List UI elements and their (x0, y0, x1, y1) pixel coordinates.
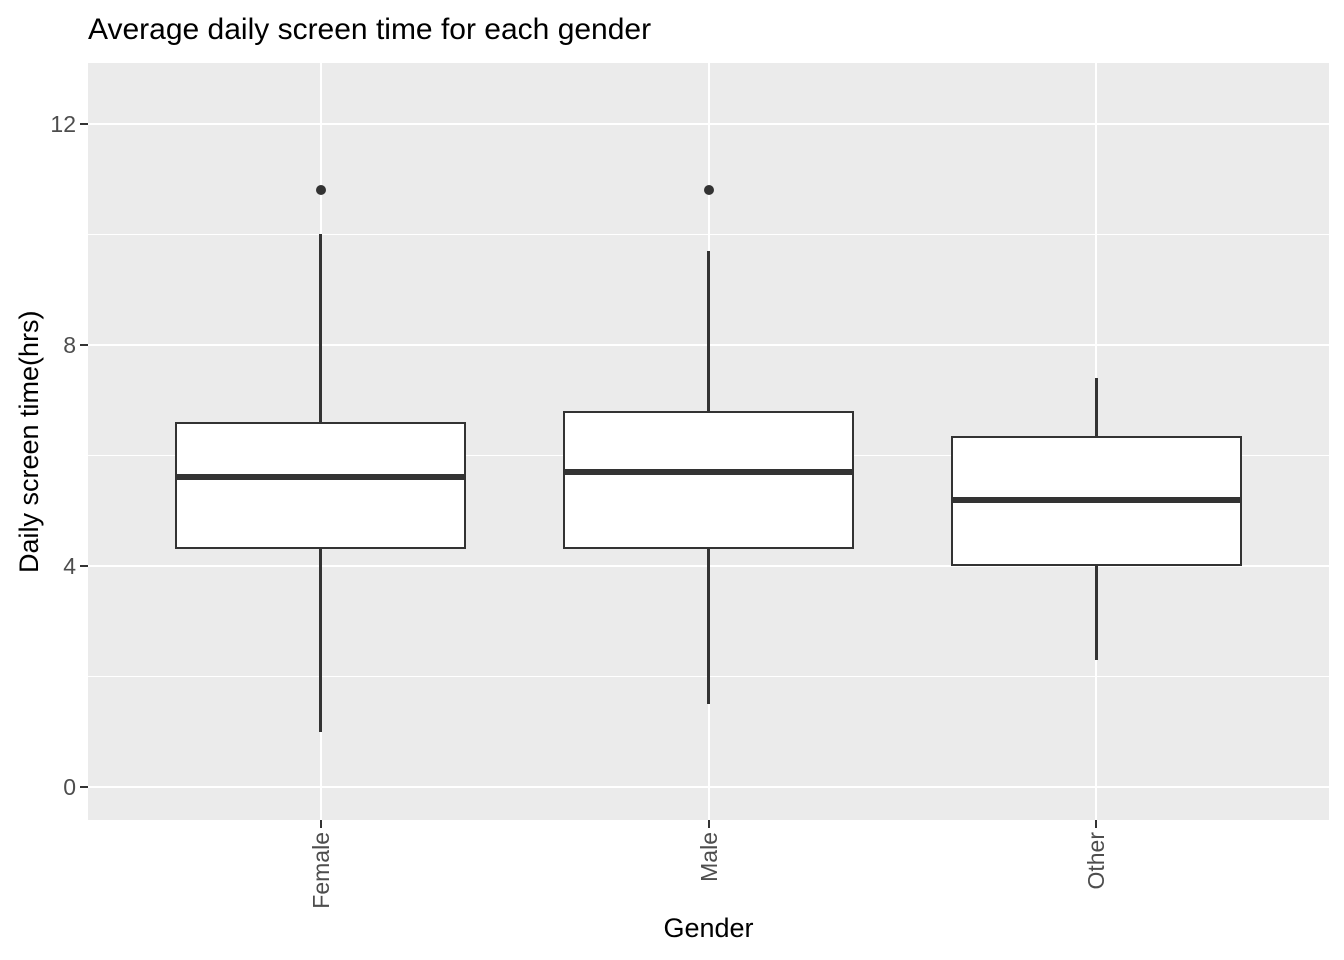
whisker-lower-female (319, 549, 323, 732)
boxplot-box-male (563, 411, 854, 550)
y-tick-4 (80, 564, 88, 567)
y-tick-label-0: 0 (63, 773, 76, 800)
whisker-upper-female (319, 234, 323, 423)
x-tick-male (707, 820, 710, 828)
y-axis-title: Daily screen time(hrs) (14, 310, 44, 573)
chart-title: Average daily screen time for each gende… (88, 13, 652, 46)
x-axis-title: Gender (663, 913, 754, 943)
whisker-upper-other (1094, 377, 1098, 436)
plot-panel (88, 63, 1329, 820)
y-tick-label-12: 12 (50, 110, 76, 137)
boxplot-box-female (175, 422, 467, 550)
median-line-female (175, 474, 467, 481)
y-tick-label-4: 4 (63, 552, 76, 579)
x-tick-other (1095, 820, 1098, 828)
outlier-male-0 (703, 185, 714, 196)
whisker-upper-male (707, 250, 710, 412)
whisker-lower-male (707, 549, 710, 704)
median-line-other (950, 496, 1242, 503)
x-tick-label-female: Female (307, 832, 334, 909)
median-line-male (563, 468, 854, 475)
whisker-lower-other (1094, 565, 1098, 660)
x-tick-female (319, 820, 322, 828)
outlier-female-0 (315, 185, 326, 196)
x-tick-label-other: Other (1083, 832, 1110, 890)
y-tick-8 (80, 343, 88, 346)
y-tick-12 (80, 122, 88, 125)
y-tick-label-8: 8 (63, 331, 76, 358)
y-tick-0 (80, 785, 88, 788)
x-tick-label-male: Male (695, 832, 722, 882)
